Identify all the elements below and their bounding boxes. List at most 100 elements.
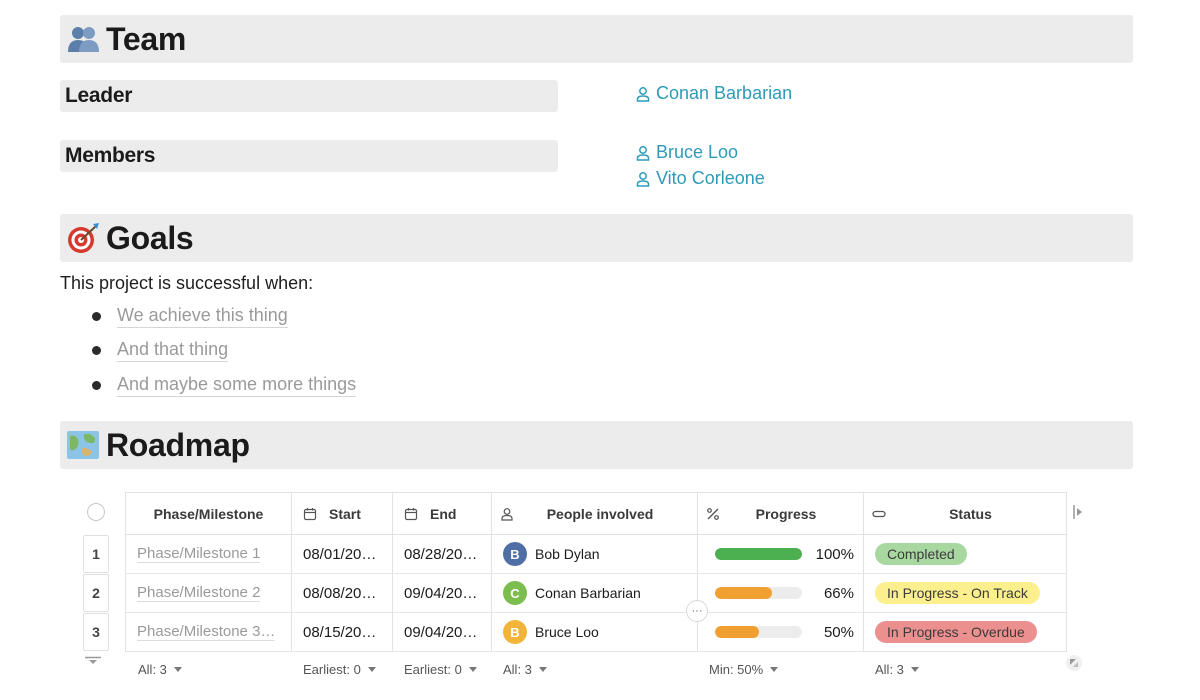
status-badge: Completed (875, 543, 967, 565)
progress-cell[interactable]: 100% (698, 535, 864, 573)
member-person-link[interactable]: Bruce Loo (636, 142, 738, 163)
person-name: Conan Barbarian (535, 585, 641, 601)
goal-text: We achieve this thing (117, 305, 288, 328)
column-header-label: Phase/Milestone (153, 505, 264, 522)
team-heading-bar: Team (60, 15, 1133, 63)
progress-percent: 66% (823, 584, 854, 602)
column-header-end[interactable]: End (393, 493, 492, 534)
person-icon (636, 145, 650, 161)
expand-columns-icon[interactable] (1072, 503, 1084, 521)
row-number[interactable]: 1 (83, 535, 109, 573)
chevron-down-icon (538, 667, 547, 672)
phase-name: Phase/Milestone 1 (137, 545, 261, 563)
table-row[interactable]: Phase/Milestone 1 08/01/20… 08/28/20… B … (126, 535, 1066, 574)
avatar: B (503, 542, 527, 566)
person-icon (636, 86, 650, 102)
select-all-checkbox[interactable] (87, 503, 105, 521)
map-icon (66, 428, 100, 462)
people-cell[interactable]: B Bruce Loo (492, 613, 698, 651)
roadmap-heading: Roadmap (106, 426, 250, 463)
goal-item[interactable]: And that thing (90, 339, 229, 362)
column-header-start[interactable]: Start (292, 493, 393, 534)
chevron-down-icon (770, 667, 779, 672)
tag-icon (872, 507, 886, 521)
people-icon (66, 22, 100, 56)
target-icon (66, 221, 100, 255)
person-icon (500, 507, 514, 521)
status-cell[interactable]: In Progress - On Track (864, 574, 1066, 612)
footer-summary-end[interactable]: Earliest: 0 (404, 662, 477, 677)
row-number[interactable]: 3 (83, 613, 109, 651)
members-label: Members (60, 140, 558, 172)
chevron-down-icon (910, 667, 919, 672)
footer-summary-label: Min: 50% (709, 662, 764, 677)
person-name: Bruce Loo (535, 624, 599, 640)
chevron-down-icon (173, 667, 182, 672)
people-cell[interactable]: B Bob Dylan (492, 535, 698, 573)
people-cell[interactable]: C Conan Barbarian (492, 574, 698, 612)
progress-cell[interactable]: 50% (698, 613, 864, 651)
table-header-row: Phase/Milestone Start End People involve… (126, 492, 1066, 535)
avatar: B (503, 620, 527, 644)
collapse-icon[interactable] (84, 656, 102, 666)
calendar-icon (404, 507, 418, 521)
footer-summary-status[interactable]: All: 3 (875, 662, 919, 677)
footer-summary-start[interactable]: Earliest: 0 (303, 662, 376, 677)
progress-bar (715, 548, 802, 560)
footer-summary-label: All: 3 (138, 662, 167, 677)
footer-summary-people[interactable]: All: 3 (503, 662, 547, 677)
footer-summary-progress[interactable]: Min: 50% (709, 662, 779, 677)
column-header-people[interactable]: People involved (492, 493, 698, 534)
end-date-cell[interactable]: 09/04/20… (393, 613, 492, 651)
roadmap-table: Phase/Milestone Start End People involve… (125, 492, 1067, 652)
more-options-button[interactable]: ··· (686, 600, 708, 622)
column-header-label: Status (949, 505, 992, 522)
bullet-icon (92, 381, 101, 390)
resize-icon[interactable] (1066, 655, 1082, 671)
column-header-phase[interactable]: Phase/Milestone (126, 493, 292, 534)
goals-heading-bar: Goals (60, 214, 1133, 262)
table-row[interactable]: Phase/Milestone 3… 08/15/20… 09/04/20… B… (126, 613, 1066, 652)
goal-text: And that thing (117, 339, 229, 362)
progress-bar (715, 626, 802, 638)
leader-label: Leader (60, 80, 558, 112)
start-date-cell[interactable]: 08/01/20… (292, 535, 393, 573)
column-header-progress[interactable]: Progress (698, 493, 864, 534)
roadmap-heading-bar: Roadmap (60, 421, 1133, 469)
end-date-cell[interactable]: 08/28/20… (393, 535, 492, 573)
status-badge: In Progress - Overdue (875, 621, 1037, 643)
table-row[interactable]: Phase/Milestone 2 08/08/20… 09/04/20… C … (126, 574, 1066, 613)
member-name: Bruce Loo (656, 142, 739, 162)
goal-item[interactable]: We achieve this thing (90, 305, 288, 328)
phase-cell[interactable]: Phase/Milestone 3… (126, 613, 292, 651)
member-person-link[interactable]: Vito Corleone (636, 168, 765, 189)
start-date-cell[interactable]: 08/08/20… (292, 574, 393, 612)
footer-summary-phase[interactable]: All: 3 (138, 662, 182, 677)
column-header-label: Start (329, 505, 361, 522)
row-number[interactable]: 2 (83, 574, 109, 612)
status-cell[interactable]: In Progress - Overdue (864, 613, 1066, 651)
phase-cell[interactable]: Phase/Milestone 1 (126, 535, 292, 573)
goal-text: And maybe some more things (117, 374, 357, 397)
progress-cell[interactable]: 66% (698, 574, 864, 612)
chevron-down-icon (367, 667, 376, 672)
progress-percent: 100% (815, 545, 854, 563)
phase-cell[interactable]: Phase/Milestone 2 (126, 574, 292, 612)
leader-person-link[interactable]: Conan Barbarian (636, 83, 792, 104)
goal-item[interactable]: And maybe some more things (90, 374, 357, 397)
column-header-label: Progress (755, 505, 817, 522)
status-cell[interactable]: Completed (864, 535, 1066, 573)
phase-name: Phase/Milestone 2 (137, 584, 261, 602)
member-name: Vito Corleone (656, 168, 765, 188)
goals-intro: This project is successful when: (60, 273, 314, 293)
start-date-cell[interactable]: 08/15/20… (292, 613, 393, 651)
end-date-cell[interactable]: 09/04/20… (393, 574, 492, 612)
team-heading: Team (106, 20, 187, 57)
progress-bar (715, 587, 802, 599)
person-name: Bob Dylan (535, 546, 600, 562)
leader-name: Conan Barbarian (656, 83, 793, 103)
footer-summary-label: Earliest: 0 (404, 662, 462, 677)
percent-icon (706, 507, 720, 521)
progress-percent: 50% (823, 623, 854, 641)
column-header-status[interactable]: Status (864, 493, 1066, 534)
